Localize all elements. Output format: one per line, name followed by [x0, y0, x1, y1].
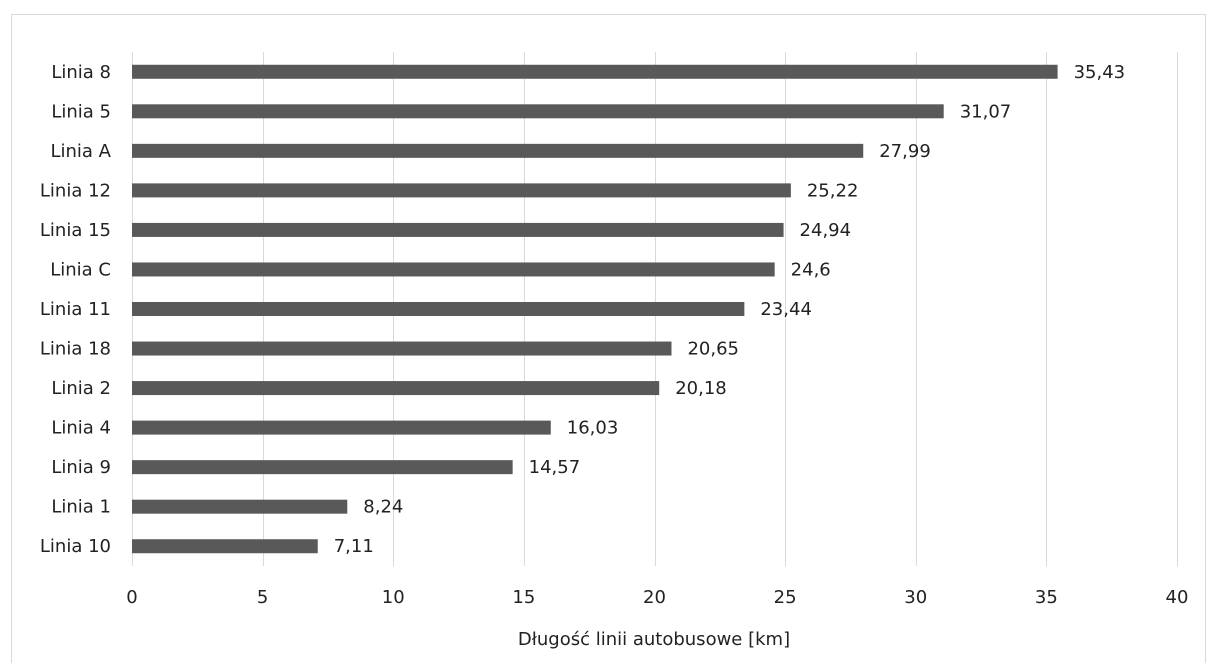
- data-label: 8,24: [363, 497, 403, 518]
- x-tick-label: 25: [774, 587, 797, 608]
- category-label: Linia 12: [40, 180, 111, 201]
- x-tick-labels: 0 5 10 15 20 25 30 35 40: [126, 587, 1188, 608]
- bar: [132, 302, 745, 316]
- bars: [132, 64, 1058, 554]
- bar: [132, 222, 784, 237]
- x-tick-label: 40: [1166, 587, 1189, 608]
- bar: [132, 381, 660, 396]
- bar: [132, 460, 513, 475]
- x-tick-label: 0: [126, 587, 137, 608]
- category-label: Linia 1: [51, 497, 111, 518]
- category-label: Linia C: [50, 259, 111, 280]
- bar: [132, 64, 1058, 79]
- category-label: Linia 18: [40, 339, 111, 360]
- data-label: 24,94: [800, 220, 852, 241]
- x-tick-label: 5: [257, 587, 268, 608]
- category-label: Linia 15: [40, 220, 111, 241]
- bar: [132, 183, 791, 198]
- data-label: 27,99: [879, 141, 931, 162]
- x-tick-label: 35: [1035, 587, 1058, 608]
- bar: [132, 420, 551, 435]
- chart-frame: [11, 14, 1206, 663]
- category-label: Linia 2: [51, 378, 111, 399]
- data-label: 31,07: [960, 101, 1012, 122]
- category-labels: Linia 8 Linia 5 Linia A Linia 12 Linia 15 Lin…: [40, 62, 112, 557]
- bar: [132, 341, 672, 356]
- category-label: Linia 10: [40, 536, 111, 557]
- data-label: 16,03: [567, 418, 619, 439]
- data-label: 25,22: [807, 180, 859, 201]
- bar: [132, 539, 318, 554]
- data-label: 14,57: [529, 457, 581, 478]
- category-label: Linia 4: [51, 418, 111, 439]
- category-label: Linia 9: [51, 457, 111, 478]
- bar: [132, 262, 775, 277]
- bar: [132, 499, 348, 514]
- category-label: Linia 5: [51, 101, 111, 122]
- data-label: 20,65: [687, 339, 739, 360]
- data-label: 23,44: [760, 299, 812, 320]
- x-axis-title: Długość linii autobusowe [km]: [518, 629, 790, 650]
- category-label: Linia A: [50, 141, 111, 162]
- data-label: 7,11: [334, 536, 374, 557]
- data-label: 35,43: [1074, 62, 1126, 83]
- x-tick-label: 30: [904, 587, 927, 608]
- bar: [132, 143, 864, 158]
- x-tick-label: 10: [382, 587, 405, 608]
- x-tick-label: 15: [512, 587, 535, 608]
- data-label: 24,6: [791, 259, 831, 280]
- x-tick-label: 20: [643, 587, 666, 608]
- data-labels: 35,43 31,07 27,99 25,22 24,94 24,6 23,44 20,65 2…: [334, 62, 1125, 557]
- data-label: 20,18: [675, 378, 727, 399]
- category-label: Linia 8: [51, 62, 111, 83]
- category-label: Linia 11: [40, 299, 111, 320]
- bar: [132, 104, 944, 119]
